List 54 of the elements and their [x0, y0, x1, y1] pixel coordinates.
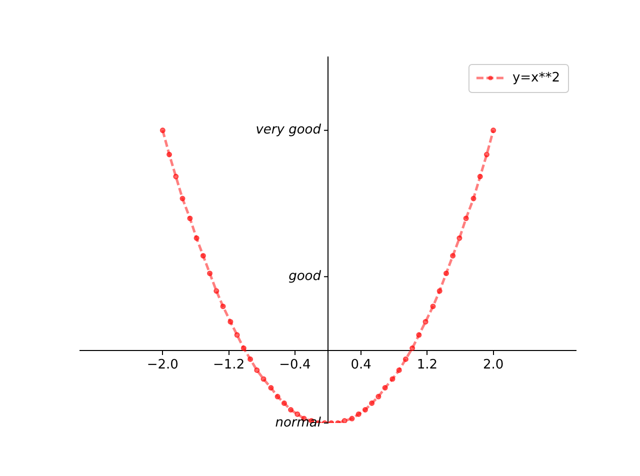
point [382, 384, 388, 391]
annotation: good [288, 269, 322, 284]
annotation: normal [275, 415, 322, 430]
point [260, 376, 266, 382]
point [274, 394, 280, 400]
point [240, 345, 246, 351]
point [376, 394, 382, 400]
point [200, 252, 206, 259]
point [268, 384, 274, 391]
point [369, 400, 375, 406]
point [247, 356, 254, 362]
point [166, 152, 172, 158]
point [436, 288, 442, 294]
point [349, 416, 355, 422]
point [416, 332, 422, 338]
point [206, 270, 213, 276]
point [194, 235, 200, 241]
point [402, 356, 409, 362]
point [214, 288, 220, 294]
point [294, 411, 300, 417]
point [173, 174, 179, 180]
legend-label: y=x**2 [512, 70, 560, 86]
x-tick-label: 2.0 [482, 358, 504, 373]
x-tick-label: −0.4 [279, 358, 311, 373]
point [463, 216, 469, 222]
point [281, 400, 287, 406]
point [410, 345, 416, 351]
point [443, 270, 450, 276]
point [450, 252, 456, 259]
point [187, 216, 193, 222]
point [422, 318, 428, 325]
point [228, 318, 234, 325]
point [180, 196, 186, 202]
x-tick-label: −2.0 [146, 358, 178, 373]
point [220, 304, 226, 310]
point [362, 407, 368, 413]
point [356, 411, 362, 417]
x-tick-label: 0.4 [350, 358, 372, 373]
x-tick-label: 1.2 [416, 358, 438, 373]
point [234, 332, 240, 338]
point [160, 128, 166, 134]
point [484, 152, 490, 158]
point [456, 235, 462, 241]
point [430, 304, 436, 310]
point [390, 376, 396, 382]
point [477, 174, 483, 180]
point [470, 196, 476, 202]
point [342, 418, 348, 423]
point [490, 128, 496, 134]
point [254, 367, 260, 373]
point [288, 407, 294, 413]
annotation: very good [256, 122, 322, 138]
x-tick-label: −1.2 [213, 358, 245, 373]
point [396, 367, 402, 373]
